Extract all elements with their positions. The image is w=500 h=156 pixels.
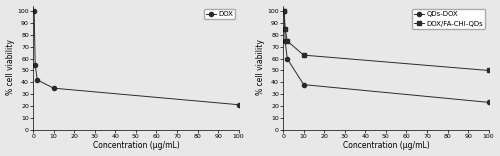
Legend: DOX: DOX (204, 9, 235, 19)
QDs-DOX (281, 10, 287, 12)
X-axis label: Concentration (μg/mL): Concentration (μg/mL) (92, 141, 180, 150)
DOX (32, 64, 38, 66)
Y-axis label: % cell viability: % cell viability (6, 40, 15, 95)
DOX/FA-CHI-QDs (281, 10, 287, 12)
Line: DOX: DOX (32, 9, 240, 107)
QDs-DOX (486, 101, 492, 103)
DOX/FA-CHI-QDs (284, 40, 290, 42)
Legend: QDs-DOX, DOX/FA-CHI-QDs: QDs-DOX, DOX/FA-CHI-QDs (412, 9, 485, 29)
DOX/FA-CHI-QDs (300, 54, 306, 56)
QDs-DOX (284, 58, 290, 60)
Y-axis label: % cell viability: % cell viability (256, 40, 264, 95)
DOX (50, 87, 56, 89)
DOX (31, 10, 37, 12)
Line: DOX/FA-CHI-QDs: DOX/FA-CHI-QDs (282, 9, 490, 73)
DOX/FA-CHI-QDs (486, 70, 492, 71)
DOX (236, 104, 242, 106)
X-axis label: Concentration (μg/mL): Concentration (μg/mL) (342, 141, 430, 150)
QDs-DOX (300, 84, 306, 86)
Line: QDs-DOX: QDs-DOX (282, 9, 490, 104)
DOX (34, 79, 40, 81)
QDs-DOX (282, 40, 288, 42)
DOX/FA-CHI-QDs (282, 28, 288, 30)
